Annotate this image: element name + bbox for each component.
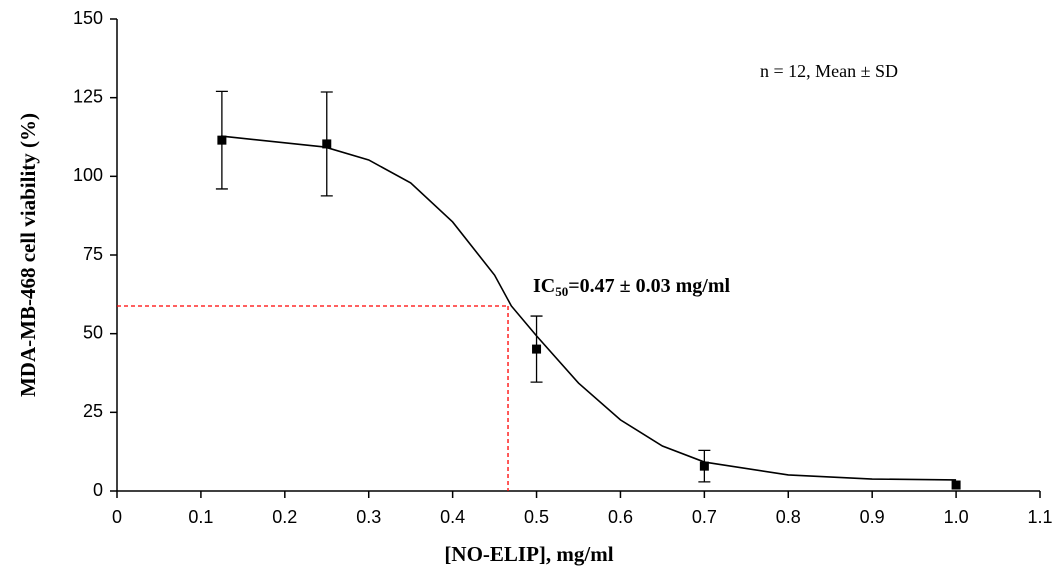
y-tick-label: 125 <box>73 86 103 106</box>
x-tick-label: 1.1 <box>1027 507 1052 527</box>
x-tick-label: 0.6 <box>608 507 633 527</box>
y-tick-label: 25 <box>83 401 103 421</box>
x-tick-label: 0.7 <box>692 507 717 527</box>
x-tick-label: 0.8 <box>776 507 801 527</box>
annotation-note: n = 12, Mean ± SD <box>760 61 898 81</box>
x-tick-label: 0.9 <box>860 507 885 527</box>
x-tick-label: 0.4 <box>440 507 465 527</box>
y-tick-label: 0 <box>93 480 103 500</box>
y-tick-label: 150 <box>73 8 103 28</box>
x-tick-label: 0.2 <box>272 507 297 527</box>
data-point <box>532 344 542 354</box>
x-tick-label: 0 <box>112 507 122 527</box>
x-tick-label: 0.5 <box>524 507 549 527</box>
ic50-sub: 50 <box>555 284 568 299</box>
y-tick-label: 50 <box>83 322 103 342</box>
ic50-annotation: IC50=0.47 ± 0.03 mg/ml <box>533 275 730 299</box>
ic50-rest: =0.47 ± 0.03 mg/ml <box>568 275 730 297</box>
data-point <box>699 461 709 471</box>
data-point <box>217 135 227 145</box>
fit-curve <box>220 135 957 481</box>
x-tick-label: 0.1 <box>188 507 213 527</box>
y-tick-label: 100 <box>73 165 103 185</box>
x-tick-label: 0.3 <box>356 507 381 527</box>
data-point <box>322 139 332 149</box>
y-tick-label: 75 <box>83 244 103 264</box>
x-axis-label: [NO-ELIP], mg/ml <box>444 542 613 566</box>
y-axis-label: MDA-MB-468 cell viability (%) <box>16 113 40 397</box>
x-tick-label: 1.0 <box>944 507 969 527</box>
ic50-main: IC <box>533 275 555 297</box>
data-point <box>951 480 961 490</box>
